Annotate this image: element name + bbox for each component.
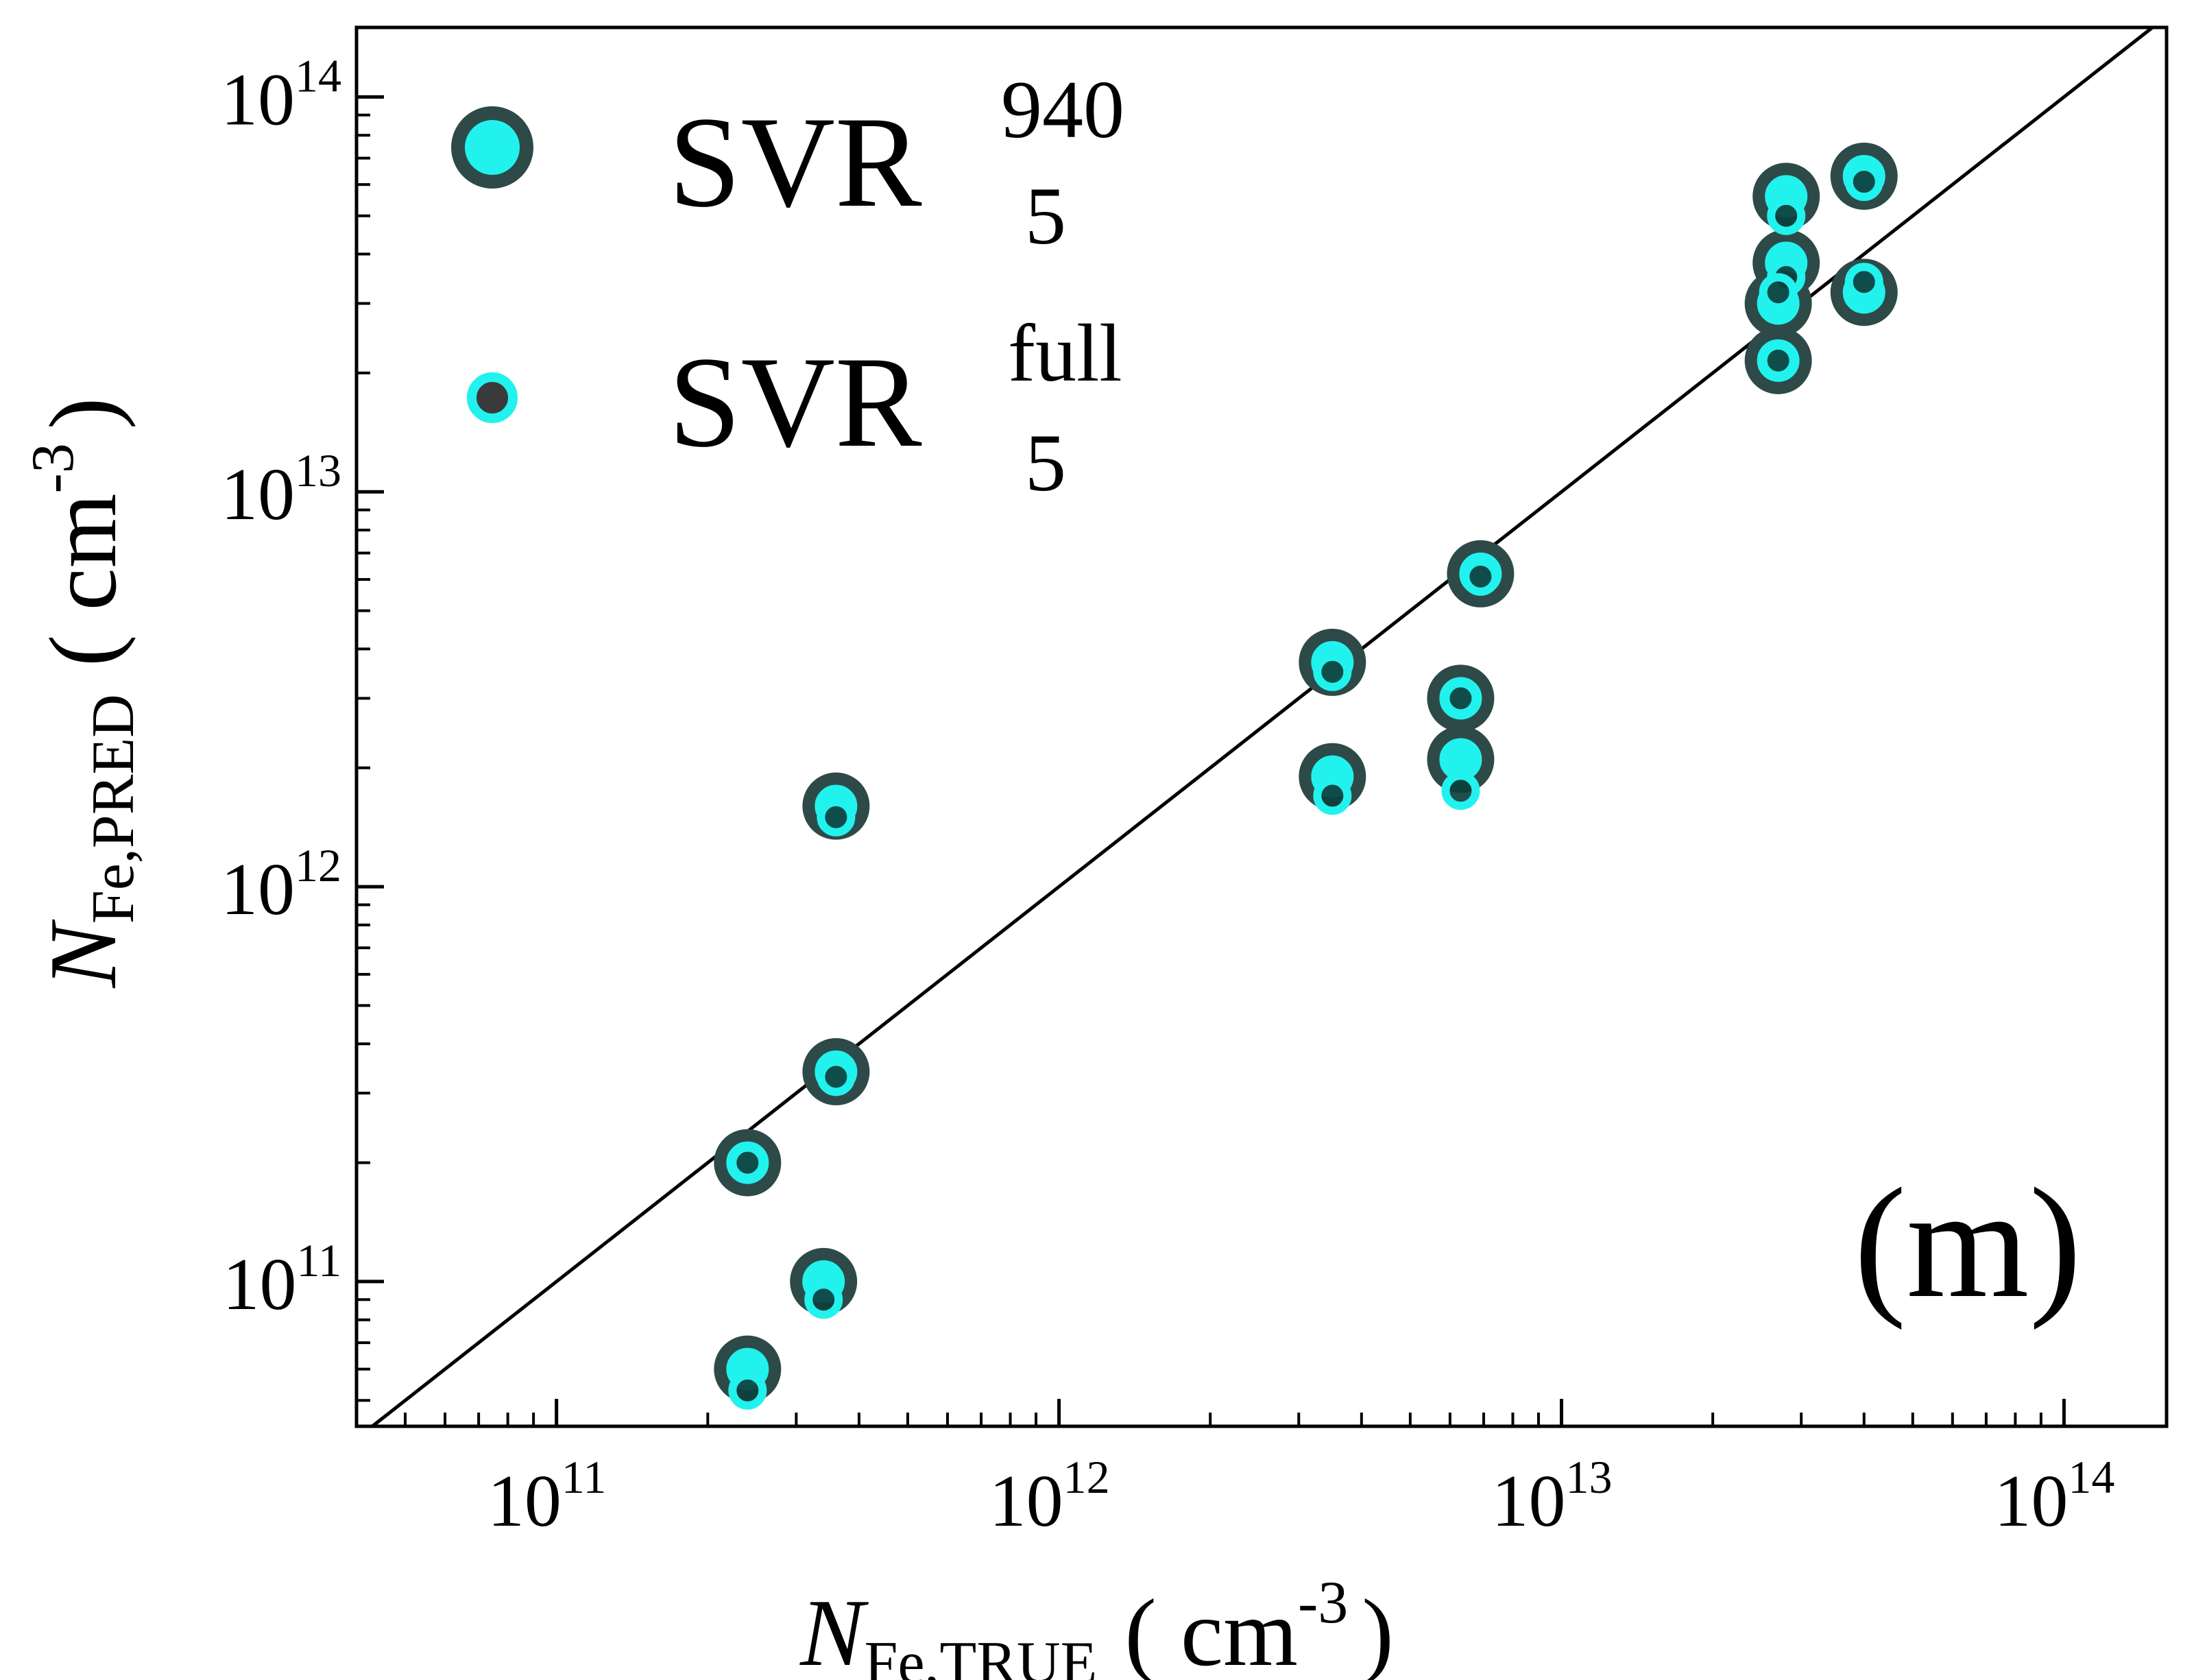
legend-superscript-svr-full: full [1008, 307, 1122, 398]
legend-marker-svr-940 [451, 106, 533, 189]
y-axis-label-close: ) [30, 398, 136, 430]
x-axis-label-close: ) [1362, 1580, 1394, 1680]
legend-marker-svr-full [467, 372, 518, 423]
y-tick-label: 1011 [223, 1234, 341, 1325]
panel-label: (m) [1854, 1155, 2082, 1330]
x-tick-label: 1013 [1491, 1451, 1612, 1542]
data-point-svr-full [1461, 557, 1500, 596]
data-point-svr-full [1441, 771, 1480, 811]
y-axis-label-unit-exp: -3 [20, 443, 86, 493]
data-point-svr-full [817, 797, 856, 837]
data-points-layer [714, 142, 1898, 1410]
major-ticks [357, 95, 2066, 1426]
x-axis-label-unit-exp: -3 [1298, 1570, 1348, 1636]
data-point-svr-full [1313, 652, 1352, 691]
x-axis-label-sub: Fe,TRUE [865, 1630, 1098, 1680]
plot-frame [354, 25, 2169, 1428]
data-point-svr-full [1441, 679, 1480, 718]
data-point-svr-full [728, 1371, 767, 1410]
data-point-svr-full [1313, 776, 1352, 815]
legend-subscript-svr-full: 5 [1025, 417, 1066, 508]
y-tick-label: 1012 [221, 839, 341, 931]
legend: SVR 940 5 SVR full 5 [451, 64, 1124, 508]
y-tick-label: 1013 [221, 444, 341, 536]
data-point-svr-full [728, 1143, 767, 1182]
data-point-svr-full [1844, 263, 1883, 302]
y-axis-label-unit: ( cm [30, 493, 136, 667]
x-tick-label: 1014 [1994, 1451, 2114, 1542]
data-point-svr-full [1767, 196, 1806, 235]
y-axis-label-sub: Fe,PRED [80, 694, 147, 924]
x-tick-label: 1012 [989, 1451, 1110, 1542]
legend-label-svr-940: SVR [668, 91, 922, 235]
data-point-svr-full [817, 1057, 856, 1096]
x-axis-label-unit: ( cm [1124, 1580, 1298, 1680]
y-axis-label-main: N [30, 919, 136, 989]
legend-subscript-svr-940: 5 [1025, 170, 1066, 261]
legend-label-svr-full: SVR [668, 331, 922, 475]
tick-labels: 1011 1012 1013 1014 1011 1012 1013 1014 [221, 49, 2114, 1542]
x-axis-label: NFe,TRUE ( cm-3) [799, 1570, 1394, 1680]
data-point-svr-full [1759, 341, 1798, 380]
x-tick-label: 1011 [487, 1451, 606, 1542]
x-axis-label-main: N [799, 1580, 869, 1680]
minor-ticks [357, 113, 2042, 1426]
data-point-svr-full [804, 1280, 843, 1319]
data-point-svr-full [1759, 273, 1798, 312]
y-tick-label: 1014 [221, 49, 341, 141]
data-point-svr-full [1844, 163, 1883, 202]
legend-superscript-svr-940: 940 [1001, 64, 1124, 155]
y-axis-label: NFe,PRED ( cm-3) [20, 398, 147, 989]
